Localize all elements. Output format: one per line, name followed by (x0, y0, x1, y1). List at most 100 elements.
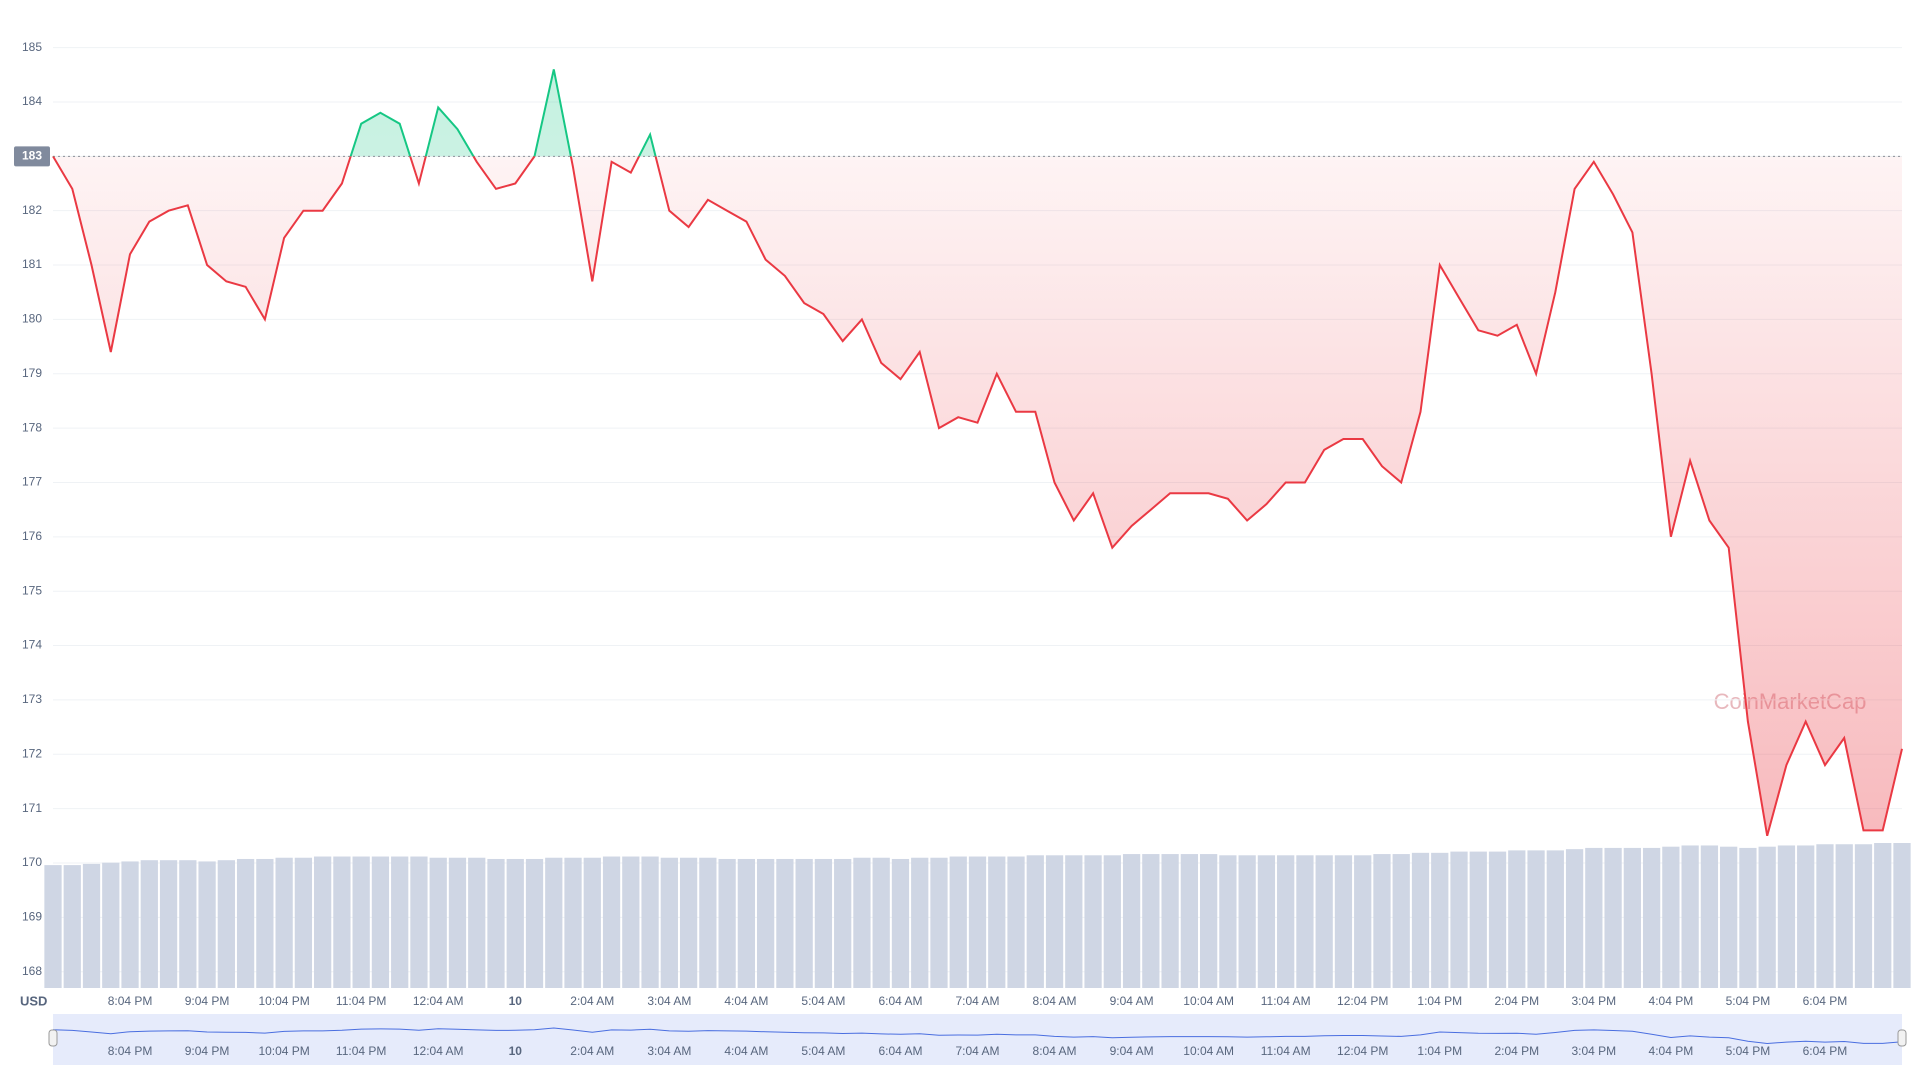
volume-bar (1450, 851, 1468, 988)
volume-bar (1642, 847, 1661, 988)
x-tick-label: 3:04 AM (647, 994, 691, 1008)
volume-bar (102, 862, 120, 988)
volume-bar (660, 857, 678, 988)
volume-bar (949, 856, 967, 988)
volume-bar (814, 858, 833, 988)
y-tick-label: 181 (22, 257, 42, 271)
volume-bar (1604, 847, 1622, 988)
area-down (53, 156, 1902, 836)
y-tick-label: 169 (22, 910, 42, 924)
volume-bar (1180, 854, 1198, 988)
volume-bar (1565, 849, 1584, 988)
price-line-up (52, 69, 657, 157)
y-tick-label: 171 (22, 801, 42, 815)
navigator-tick-label: 9:04 PM (185, 1044, 230, 1058)
navigator-tick-label: 9:04 AM (1110, 1044, 1154, 1058)
navigator-tick-label: 6:04 PM (1803, 1044, 1848, 1058)
volume-bar (564, 857, 582, 988)
x-tick-label: 10:04 AM (1183, 994, 1234, 1008)
navigator-tick-label: 5:04 PM (1726, 1044, 1771, 1058)
volume-bar (1392, 854, 1410, 988)
volume-bar (410, 856, 428, 988)
volume-bar (1816, 844, 1834, 988)
volume-bar (1103, 855, 1121, 988)
volume-bar (737, 858, 756, 988)
volume-bar (1084, 855, 1102, 988)
volume-bar (448, 857, 467, 988)
x-tick-label: 1:04 PM (1417, 994, 1462, 1008)
y-tick-label: 176 (22, 529, 42, 543)
volume-bar (1508, 850, 1526, 988)
navigator-line (52, 1027, 1903, 1045)
navigator-tick-label: 6:04 AM (878, 1044, 922, 1058)
volume-bar (1315, 855, 1333, 988)
volume-bar (641, 856, 659, 988)
navigator-bg (53, 1014, 1902, 1065)
volume-bar (294, 857, 313, 988)
volume-bar (236, 858, 255, 988)
volume-bar (853, 857, 871, 988)
volume-bar (1161, 854, 1179, 988)
volume-bar (968, 856, 987, 988)
navigator-tick-label: 12:04 PM (1337, 1044, 1388, 1058)
volume-bar (930, 857, 948, 988)
volume-bar (63, 865, 81, 988)
volume-bar (1488, 851, 1507, 988)
volume-bar (1431, 852, 1449, 988)
volume-bar (44, 865, 62, 988)
navigator-tick-label: 4:04 AM (724, 1044, 768, 1058)
volume-bar (1257, 855, 1276, 988)
volume-bar (333, 856, 351, 988)
x-tick-label: 8:04 AM (1033, 994, 1077, 1008)
volume-bar (1045, 855, 1064, 988)
y-tick-label: 174 (22, 638, 42, 652)
x-tick-label: 8:04 PM (108, 994, 153, 1008)
y-tick-label: 175 (22, 583, 42, 597)
currency-label: USD (20, 993, 47, 1008)
volume-bar (1469, 851, 1487, 988)
volume-bar (429, 857, 447, 988)
x-tick-label: 11:04 PM (336, 994, 386, 1008)
volume-bar (1835, 844, 1853, 988)
volume-bar (82, 863, 101, 988)
x-tick-label: 2:04 AM (570, 994, 614, 1008)
navigator-tick-label: 2:04 PM (1494, 1044, 1539, 1058)
navigator-tick-label: 8:04 PM (108, 1044, 153, 1058)
volume-bar (1546, 850, 1564, 988)
volume-bar (1854, 844, 1873, 988)
x-tick-label: 2:04 PM (1494, 994, 1539, 1008)
volume-bar (1662, 846, 1680, 988)
volume-bar (911, 857, 929, 988)
y-tick-label: 185 (22, 40, 42, 54)
price-line-down (52, 156, 1903, 837)
x-tick-label: 10 (509, 994, 523, 1008)
navigator-tick-label: 10:04 AM (1183, 1044, 1234, 1058)
x-tick-label: 5:04 AM (801, 994, 845, 1008)
navigator-tick-label: 8:04 AM (1033, 1044, 1077, 1058)
volume-bar (159, 860, 178, 988)
navigator-tick-label: 12:04 AM (413, 1044, 464, 1058)
volume-bar (1238, 855, 1256, 988)
navigator-tick-label: 4:04 PM (1649, 1044, 1694, 1058)
volume-bar (757, 858, 775, 988)
volume-bar (1354, 855, 1372, 988)
x-tick-label: 4:04 PM (1649, 994, 1694, 1008)
navigator-tick-label: 1:04 PM (1417, 1044, 1462, 1058)
x-tick-label: 12:04 AM (413, 994, 464, 1008)
x-tick-label: 6:04 PM (1803, 994, 1848, 1008)
volume-bar (275, 857, 293, 988)
volume-bar (834, 858, 852, 988)
y-tick-label: 180 (22, 312, 42, 326)
navigator-tick-label: 10 (509, 1044, 523, 1058)
volume-bar (468, 857, 486, 988)
volume-bar (1893, 843, 1911, 988)
volume-bar (891, 858, 910, 988)
baseline-label: 183 (22, 149, 42, 163)
volume-bar (1277, 855, 1295, 988)
y-tick-label: 184 (22, 94, 42, 108)
volume-bar (1122, 854, 1141, 988)
volume-bar (1411, 852, 1430, 988)
volume-bar (622, 856, 640, 988)
volume-bar (872, 857, 890, 988)
